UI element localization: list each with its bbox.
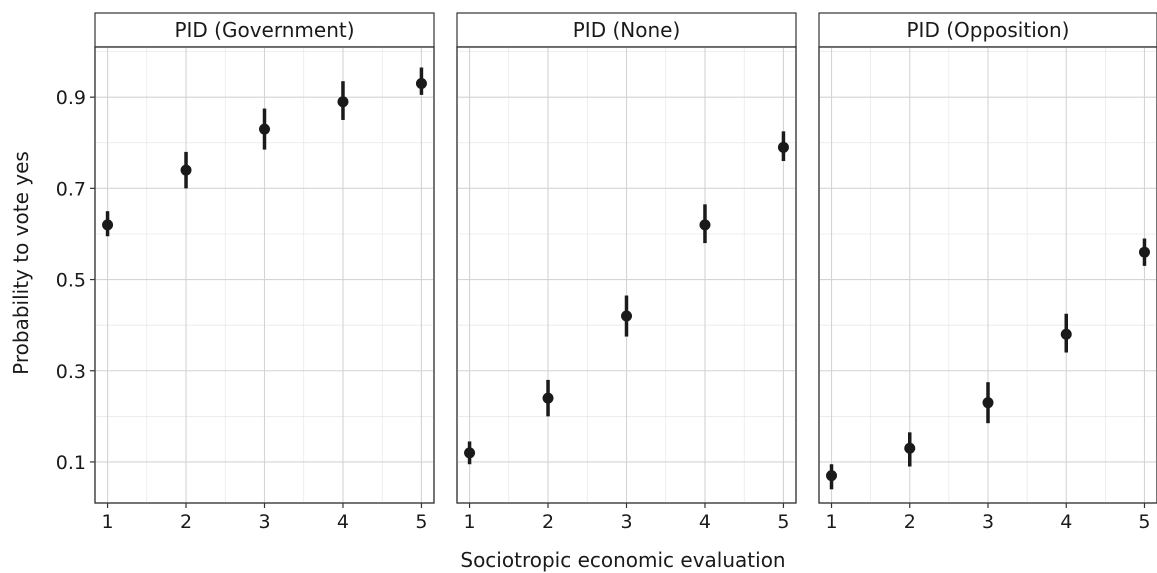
y-tick-label: 0.9 [56, 87, 86, 109]
facet-strip-label: PID (None) [573, 18, 681, 42]
data-point [464, 447, 476, 459]
panel-2: PID (None) 1 2 3 4 5 [456, 12, 797, 533]
y-axis-title: Probability to vote yes [9, 151, 33, 375]
y-tick-label: 0.7 [56, 178, 86, 200]
data-point [621, 310, 632, 322]
x-tick-label: 4 [699, 511, 711, 533]
y-tick-label: 0.5 [56, 270, 86, 292]
data-point [102, 219, 114, 231]
data-point [699, 219, 711, 231]
x-tick-label: 3 [982, 511, 994, 533]
panel-1: PID (Government) 1 2 3 4 5 0.1 0.3 0.5 0.7 0.9 [56, 12, 435, 533]
facet-strip [456, 12, 797, 48]
x-tick-label: 5 [777, 511, 789, 533]
data-point [826, 470, 838, 482]
x-tick-label: 2 [904, 511, 916, 533]
x-tick-label: 2 [542, 511, 554, 533]
facet-strip [818, 12, 1157, 48]
facet-strip-label: PID (Opposition) [907, 18, 1070, 42]
facet-strip [94, 12, 435, 48]
x-tick-label: 5 [1138, 511, 1150, 533]
data-point [415, 77, 427, 89]
data-point [904, 442, 916, 454]
y-tick-label: 0.3 [56, 361, 86, 383]
x-tick-label: 5 [415, 511, 427, 533]
data-point [337, 96, 349, 108]
x-tick-label: 4 [1060, 511, 1072, 533]
data-point [1138, 246, 1150, 258]
y-tick-label: 0.1 [56, 452, 86, 474]
x-axis-title: Sociotropic economic evaluation [460, 548, 785, 572]
data-point [259, 123, 270, 135]
panels-layer: PID (Government)1 2 3 4 50.10.30.50.70.9PID … [56, 12, 1157, 533]
x-tick-label: 3 [620, 511, 632, 533]
data-point [1060, 328, 1072, 340]
x-tick-label: 4 [337, 511, 349, 533]
data-point [777, 141, 789, 153]
data-point [180, 164, 192, 176]
data-point [542, 392, 554, 404]
x-tick-label: 1 [825, 511, 837, 533]
facet-strip-label: PID (Government) [174, 18, 354, 42]
panel-3: PID (Opposition) 1 2 3 4 5 [818, 12, 1157, 533]
x-tick-label: 2 [180, 511, 192, 533]
x-tick-label: 1 [102, 511, 114, 533]
x-tick-label: 3 [258, 511, 270, 533]
data-point [982, 397, 994, 409]
x-tick-label: 1 [464, 511, 476, 533]
